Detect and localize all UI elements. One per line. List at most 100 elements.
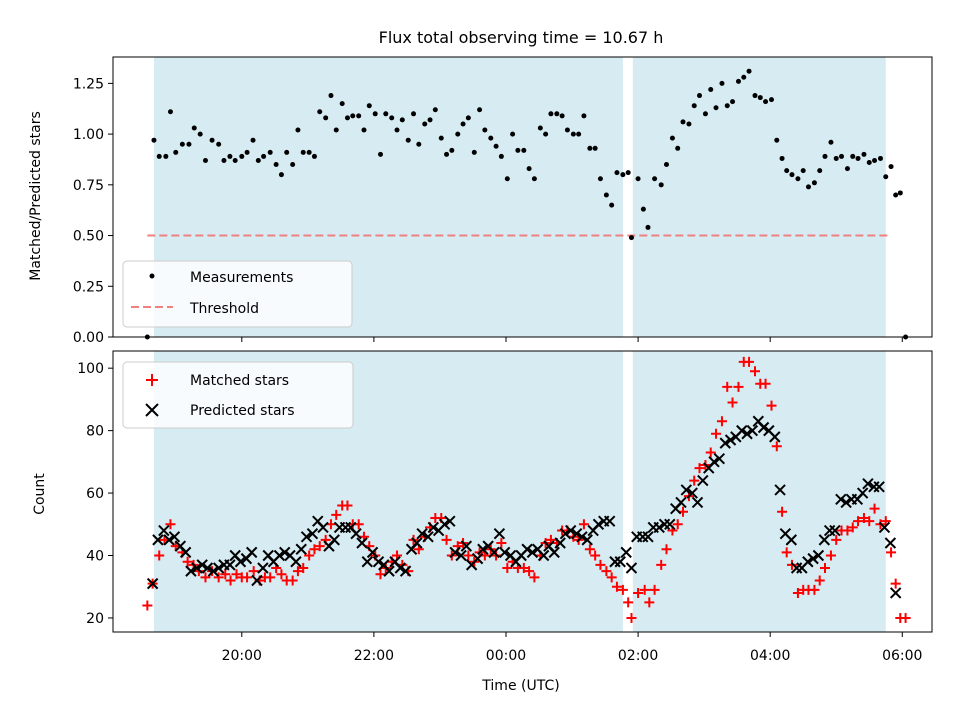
- measurement-point: [587, 145, 593, 151]
- predicted-star-point: [185, 565, 197, 577]
- legend-bottom: Matched stars Predicted stars: [122, 361, 354, 429]
- matched-star-point: [617, 584, 628, 595]
- measurement-point: [625, 170, 631, 176]
- matched-star-point: [298, 562, 309, 573]
- measurement-point: [411, 111, 417, 117]
- predicted-star-point: [774, 484, 786, 496]
- predicted-star-point: [807, 552, 819, 565]
- bottom-ytick-label: 20: [86, 611, 104, 627]
- measurement-point: [295, 127, 301, 133]
- predicted-star-point: [394, 562, 407, 574]
- measurement-point: [498, 153, 504, 159]
- measurement-point: [805, 184, 811, 190]
- matched-star-point: [265, 572, 276, 583]
- predicted-star-point: [427, 521, 440, 534]
- matched-star-point: [869, 503, 880, 514]
- matched-star-point: [626, 612, 637, 623]
- matched-star-point: [231, 569, 242, 580]
- measurement-point: [872, 157, 878, 163]
- predicted-star-point: [317, 521, 329, 534]
- measurement-point: [779, 155, 785, 161]
- predicted-star-point: [862, 477, 874, 490]
- measurement-point: [603, 192, 609, 198]
- chart-title: Flux total observing time = 10.67 h: [379, 28, 664, 47]
- measurement-point: [356, 113, 362, 119]
- predicted-star-point: [785, 534, 798, 546]
- measurement-point: [377, 151, 383, 157]
- predicted-star-point: [554, 537, 566, 549]
- measurement-point: [156, 153, 162, 159]
- predicted-star-point: [537, 549, 550, 562]
- measurement-point: [209, 137, 215, 143]
- matched-star-point: [661, 544, 672, 555]
- measurement-point: [350, 113, 356, 119]
- measurement-point: [702, 111, 708, 117]
- predicted-star-point: [273, 549, 286, 562]
- measurement-point: [250, 137, 256, 143]
- measurement-point: [317, 109, 323, 115]
- measurement-point: [866, 160, 872, 166]
- predicted-star-point: [736, 424, 748, 437]
- matched-star-point: [886, 547, 897, 558]
- matched-star-point: [792, 587, 803, 598]
- measurement-point: [521, 147, 527, 153]
- predicted-star-point: [471, 552, 484, 565]
- predicted-star-point: [835, 493, 847, 506]
- measurement-point: [239, 153, 245, 159]
- predicted-star-point: [521, 543, 533, 555]
- measurement-point: [691, 103, 697, 109]
- predicted-star-point: [741, 428, 753, 440]
- predicted-star-point: [444, 515, 456, 527]
- measurement-point: [614, 170, 620, 176]
- predicted-star-point: [422, 531, 434, 543]
- matched-star-point: [689, 475, 700, 486]
- measurement-point: [493, 143, 499, 149]
- predicted-star-point: [526, 546, 539, 559]
- bottom-ytick-label: 80: [86, 424, 104, 440]
- top-ytick-label: 0.50: [73, 229, 104, 245]
- measurement-point: [548, 111, 554, 117]
- matched-star-point: [248, 566, 259, 577]
- predicted-star-point: [614, 556, 626, 568]
- bottom-panel: 20 40 60 80 100 20:00 22:00 00:00 02:00 04:00 06:0…: [77, 350, 933, 664]
- measurement-point: [877, 155, 883, 161]
- matched-star-point: [890, 578, 901, 589]
- legend-measurements-marker: [149, 273, 155, 279]
- legend-predicted-label: Predicted stars: [190, 403, 295, 419]
- matched-star-point: [578, 519, 589, 530]
- measurement-point: [333, 127, 339, 133]
- predicted-star-point: [383, 565, 395, 577]
- measurement-point: [202, 157, 208, 163]
- predicted-star-point: [449, 546, 461, 559]
- measurement-point: [488, 135, 494, 141]
- matched-star-point: [705, 447, 716, 458]
- measurement-point: [658, 182, 664, 188]
- predicted-star-point: [620, 546, 632, 559]
- matched-star-point: [842, 525, 853, 536]
- measurement-point: [300, 149, 306, 155]
- measurement-point: [383, 111, 389, 117]
- measurement-point: [510, 131, 516, 137]
- measurement-point: [680, 119, 686, 125]
- predicted-star-point: [295, 543, 307, 555]
- measurement-point: [227, 153, 233, 159]
- top-ytick-label: 0.25: [73, 279, 104, 295]
- legend-matched-marker: [146, 374, 158, 386]
- matched-star-point: [900, 612, 911, 623]
- matched-star-point: [287, 575, 298, 586]
- predicted-star-point: [873, 481, 885, 493]
- measurement-point: [186, 141, 192, 147]
- predicted-star-point: [581, 534, 593, 546]
- legend-top-box: [122, 260, 353, 328]
- measurement-point: [163, 153, 169, 159]
- predicted-star-point: [416, 527, 428, 540]
- top-axes-frame: [112, 56, 933, 338]
- matched-star-point: [771, 441, 782, 452]
- measurement-point: [399, 117, 405, 123]
- predicted-star-point: [477, 543, 489, 555]
- predicted-star-point: [713, 453, 726, 465]
- measurement-point: [559, 113, 565, 119]
- legend-measurements-label: Measurements: [190, 270, 293, 286]
- measurement-point: [883, 174, 889, 180]
- matched-star-point: [309, 544, 320, 555]
